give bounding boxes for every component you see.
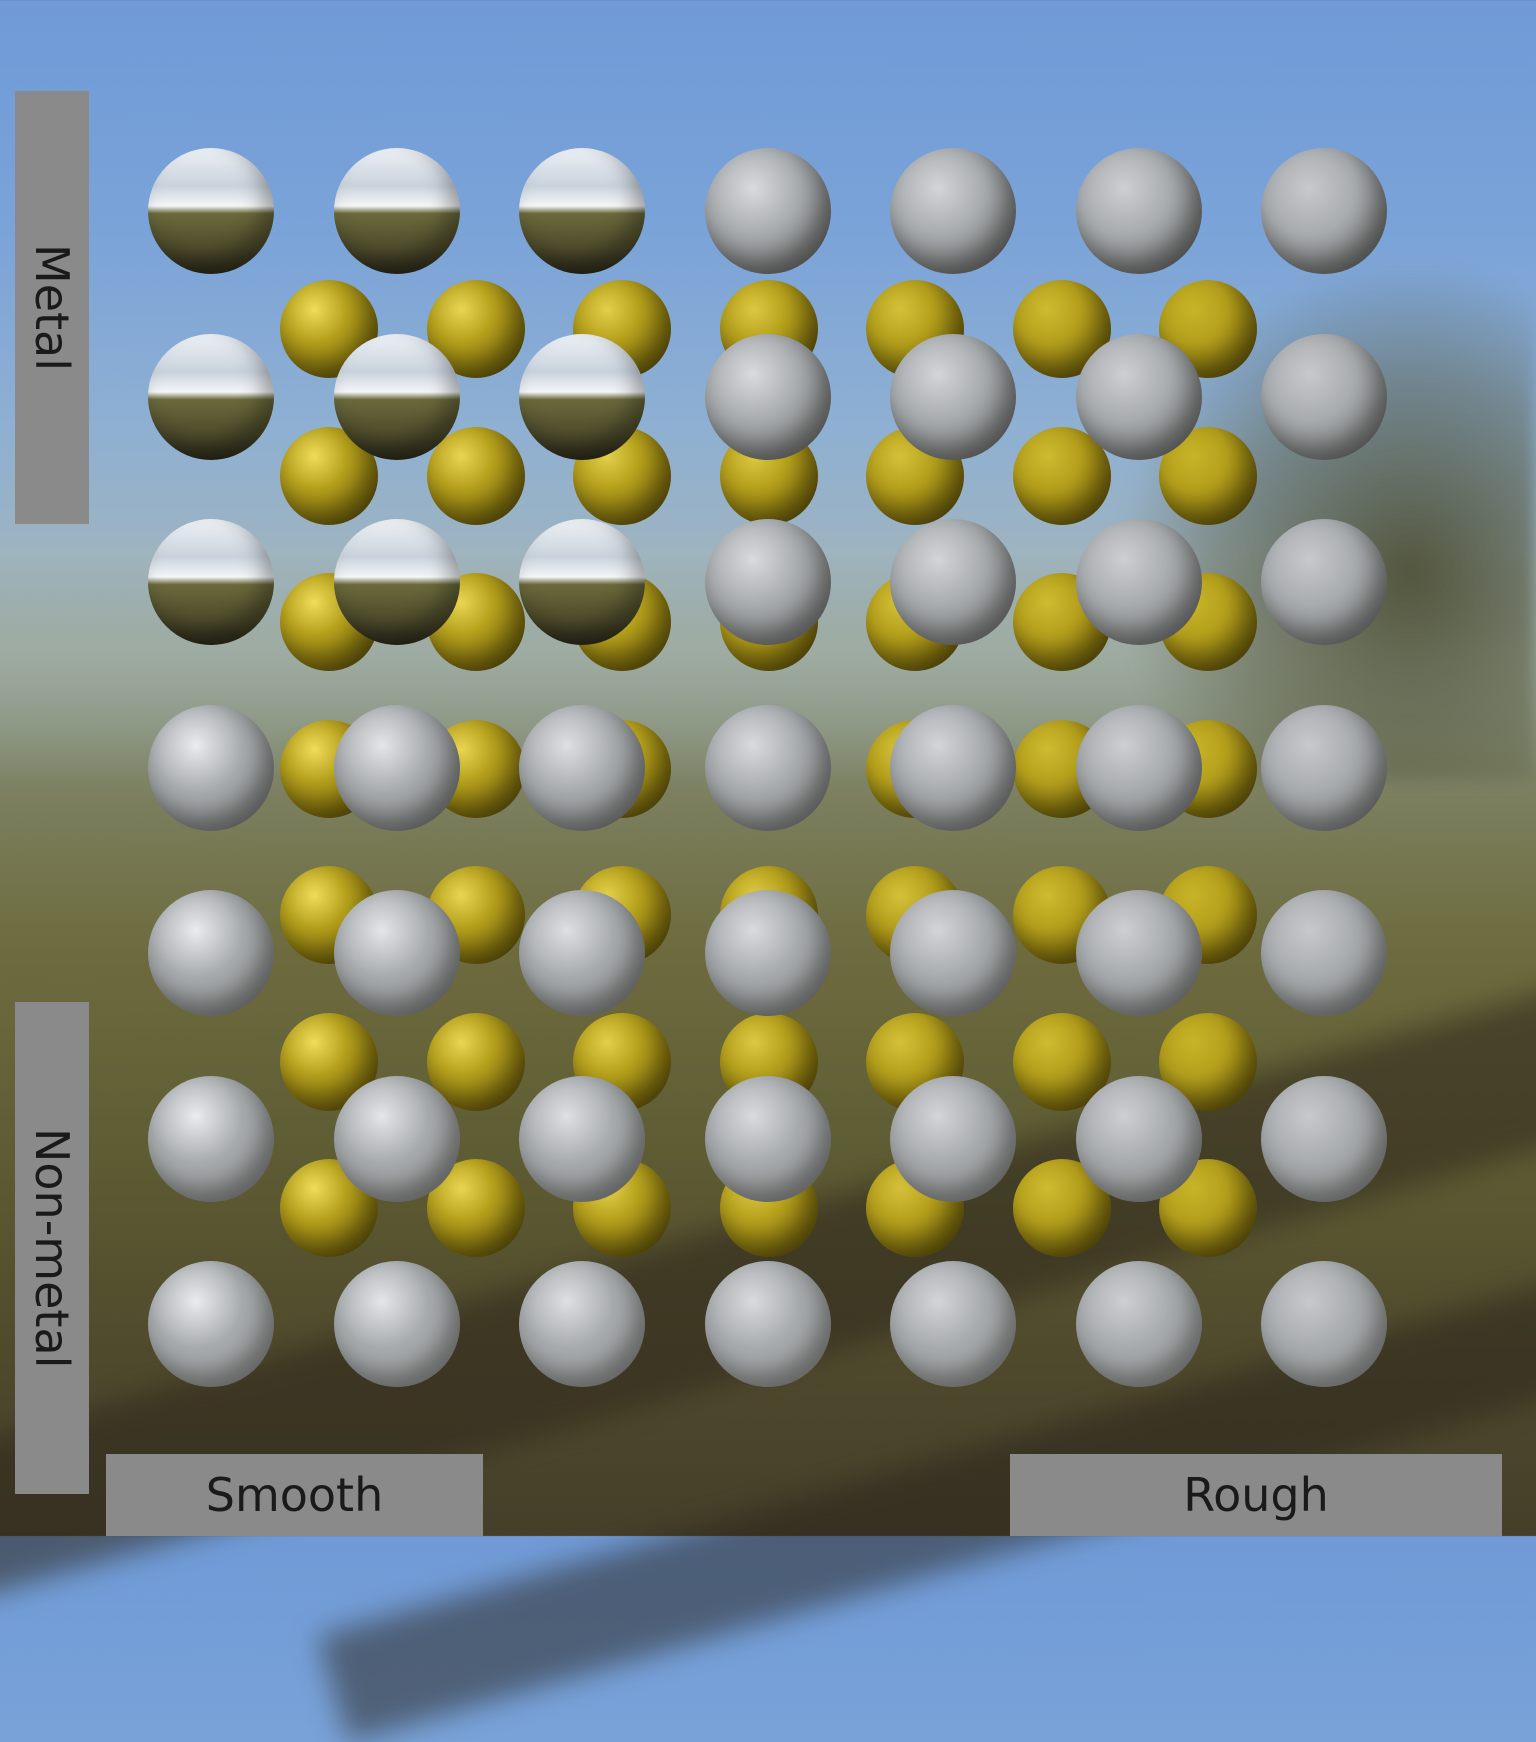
silver-sphere: [704, 519, 831, 645]
silver-sphere: [519, 1261, 645, 1387]
metal-label: Metal: [25, 244, 79, 371]
silver-sphere: [333, 890, 460, 1016]
rough-label-panel: Rough: [1010, 1454, 1502, 1536]
silver-sphere: [890, 519, 1016, 645]
silver-sphere: [704, 1261, 831, 1387]
silver-sphere: [333, 148, 460, 274]
silver-sphere: [1261, 890, 1387, 1016]
silver-sphere: [1075, 519, 1202, 645]
rough-label: Rough: [1183, 1468, 1329, 1522]
silver-sphere: [704, 148, 831, 274]
silver-sphere: [519, 704, 645, 831]
silver-sphere: [519, 333, 645, 460]
gold-sphere: [1012, 426, 1111, 525]
silver-sphere: [333, 333, 460, 460]
gold-sphere: [426, 426, 525, 525]
silver-sphere: [333, 519, 460, 645]
silver-sphere: [890, 1261, 1016, 1387]
silver-sphere: [1075, 1075, 1202, 1202]
non-metal-label-panel: Non-metal: [15, 1002, 89, 1494]
silver-sphere: [519, 148, 645, 274]
metal-label-panel: Metal: [15, 91, 89, 524]
silver-sphere: [519, 519, 645, 645]
non-metal-label: Non-metal: [25, 1127, 79, 1369]
silver-sphere: [333, 704, 460, 831]
silver-sphere: [1075, 148, 1202, 274]
silver-sphere: [148, 1261, 274, 1387]
silver-sphere: [1075, 890, 1202, 1016]
silver-sphere: [148, 519, 274, 645]
smooth-label-panel: Smooth: [106, 1454, 483, 1536]
silver-sphere: [1261, 1261, 1387, 1387]
silver-sphere: [890, 333, 1016, 460]
silver-sphere: [519, 1075, 645, 1202]
silver-sphere: [148, 333, 274, 460]
silver-sphere: [890, 704, 1016, 831]
silver-sphere: [890, 890, 1016, 1016]
silver-sphere: [1075, 333, 1202, 460]
silver-sphere: [1261, 1075, 1387, 1202]
silver-sphere: [1261, 333, 1387, 460]
silver-sphere: [890, 148, 1016, 274]
silver-sphere: [148, 148, 274, 274]
silver-sphere: [704, 333, 831, 460]
smooth-label: Smooth: [205, 1468, 384, 1522]
silver-sphere: [1075, 704, 1202, 831]
silver-sphere: [519, 890, 645, 1016]
silver-sphere: [1261, 519, 1387, 645]
silver-sphere: [333, 1075, 460, 1202]
silver-sphere: [1261, 704, 1387, 831]
silver-sphere: [1261, 148, 1387, 274]
silver-sphere: [890, 1075, 1016, 1202]
gold-sphere: [426, 1012, 525, 1111]
silver-sphere: [333, 1261, 460, 1387]
silver-sphere: [148, 704, 274, 831]
silver-sphere: [704, 890, 831, 1016]
silver-sphere: [704, 1075, 831, 1202]
silver-sphere: [704, 704, 831, 831]
silver-sphere: [148, 1075, 274, 1202]
silver-sphere: [1075, 1261, 1202, 1387]
silver-sphere: [148, 890, 274, 1016]
render-viewport: [0, 148, 1536, 1742]
